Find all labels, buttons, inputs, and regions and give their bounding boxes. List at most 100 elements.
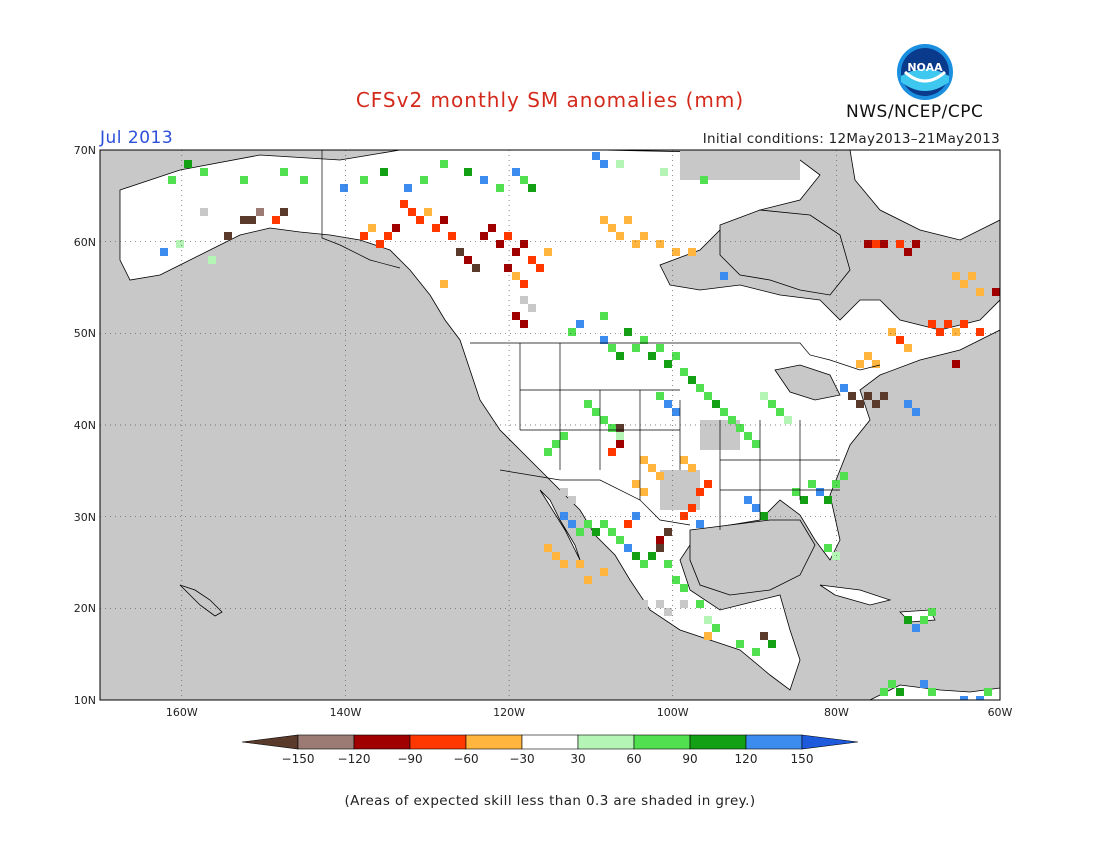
anomaly-cell: [976, 328, 984, 336]
anomaly-cell: [680, 368, 688, 376]
colorbar-left-arrow: [241, 734, 299, 750]
anomaly-cell: [704, 480, 712, 488]
anomaly-cell: [504, 264, 512, 272]
anomaly-cell: [616, 424, 624, 432]
anomaly-cell: [544, 544, 552, 552]
anomaly-cell: [420, 176, 428, 184]
anomaly-cell: [600, 312, 608, 320]
anomaly-cell: [672, 576, 680, 584]
anomaly-cell: [880, 392, 888, 400]
lat-label: 20N: [74, 602, 96, 615]
anomaly-cell: [440, 160, 448, 168]
anomaly-cell: [640, 456, 648, 464]
anomaly-cell: [624, 328, 632, 336]
anomaly-cell: [440, 216, 448, 224]
anomaly-cell: [520, 176, 528, 184]
anomaly-cell: [672, 408, 680, 416]
hudson-bay: [719, 209, 851, 296]
colorbar-label: −90: [397, 752, 422, 766]
anomaly-cell: [584, 520, 592, 528]
anomaly-cell: [560, 432, 568, 440]
anomaly-cell: [632, 240, 640, 248]
anomaly-cell: [928, 320, 936, 328]
colorbar-segment: [689, 734, 747, 750]
anomaly-cell: [184, 160, 192, 168]
anomaly-cell: [440, 280, 448, 288]
anomaly-cell: [624, 216, 632, 224]
anomaly-cell: [528, 304, 536, 312]
anomaly-cell: [944, 320, 952, 328]
anomaly-cell: [688, 464, 696, 472]
colorbar-right-arrow: [801, 734, 859, 750]
anomaly-cell: [600, 416, 608, 424]
anomaly-cell: [904, 344, 912, 352]
anomaly-cell: [704, 392, 712, 400]
anomaly-cell: [848, 392, 856, 400]
lon-label: 100W: [657, 706, 689, 719]
lon-label: 160W: [166, 706, 198, 719]
anomaly-cell: [912, 240, 920, 248]
anomaly-cell: [256, 208, 264, 216]
anomaly-cell: [752, 504, 760, 512]
anomaly-cell: [640, 600, 648, 608]
anomaly-cell: [960, 696, 968, 700]
longitude-labels: 160W 140W 120W 100W 80W 60W: [166, 706, 1013, 719]
anomaly-cell: [480, 232, 488, 240]
state-lines-west: [519, 343, 681, 500]
colorbar-label: −30: [509, 752, 534, 766]
state-lines-east: [719, 420, 840, 530]
anomaly-cell: [760, 632, 768, 640]
anomaly-cell: [464, 256, 472, 264]
anomaly-cell: [272, 216, 280, 224]
anomaly-cell: [680, 456, 688, 464]
anomaly-cell: [904, 400, 912, 408]
graticule: [100, 150, 1000, 700]
anomaly-cell: [512, 248, 520, 256]
anomaly-cell: [664, 608, 672, 616]
lat-label: 70N: [74, 144, 96, 157]
anomaly-cell: [928, 608, 936, 616]
anomaly-cell: [760, 392, 768, 400]
anomaly-cell: [568, 520, 576, 528]
anomaly-cell: [400, 200, 408, 208]
anomaly-cell: [864, 240, 872, 248]
anomaly-cell: [752, 648, 760, 656]
anomaly-cell: [616, 440, 624, 448]
anomaly-cell: [520, 240, 528, 248]
anomaly-cell: [160, 248, 168, 256]
noaa-logo-icon: NOAA: [897, 44, 953, 100]
anomaly-cell: [560, 488, 568, 496]
us-canada-border: [470, 342, 881, 371]
logo-text: NOAA: [907, 61, 943, 74]
anomaly-cell: [240, 176, 248, 184]
anomaly-cell: [872, 240, 880, 248]
colorbar-label: 90: [682, 752, 697, 766]
anomaly-cell: [784, 416, 792, 424]
anomaly-cell: [744, 432, 752, 440]
anomaly-cell: [300, 176, 308, 184]
anomaly-cell: [360, 232, 368, 240]
anomaly-cell: [504, 232, 512, 240]
anomaly-cell: [888, 328, 896, 336]
anomaly-cell: [576, 560, 584, 568]
colorbar: −150 −120 −90 −60 −30 30 60 90 120 150: [241, 734, 859, 766]
anomaly-cell: [632, 552, 640, 560]
anomaly-cell: [656, 344, 664, 352]
anomaly-cell: [448, 232, 456, 240]
anomaly-cell: [736, 640, 744, 648]
lon-label: 80W: [824, 706, 849, 719]
anomaly-cell: [688, 504, 696, 512]
us-mexico-border: [499, 469, 691, 526]
anomaly-cell: [672, 352, 680, 360]
anomaly-cell: [976, 696, 984, 700]
anomaly-cell: [816, 488, 824, 496]
anomaly-cell: [608, 424, 616, 432]
anomaly-cell: [632, 344, 640, 352]
anomaly-cell: [488, 224, 496, 232]
anomaly-cell: [952, 360, 960, 368]
anomaly-cell: [640, 232, 648, 240]
anomaly-cell: [552, 552, 560, 560]
anomaly-cell: [608, 528, 616, 536]
colorbar-segment: [633, 734, 691, 750]
